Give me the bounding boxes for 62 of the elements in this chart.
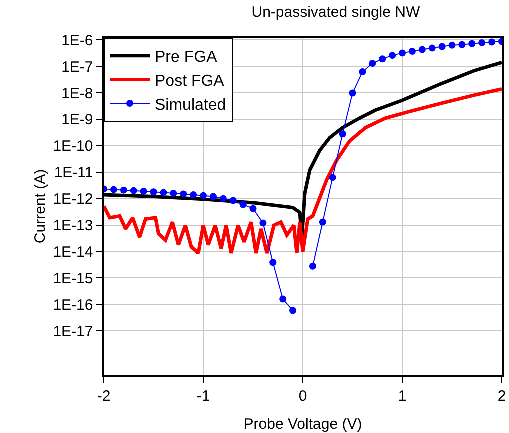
- point: [120, 186, 128, 194]
- x-axis-title: Probe Voltage (V): [244, 416, 362, 433]
- y-tick-label: 1E-12: [53, 191, 94, 208]
- point: [319, 218, 326, 226]
- chart-title: Un-passivated single NW: [252, 4, 421, 21]
- line-series: [104, 87, 502, 256]
- y-tick-label: 1E-14: [53, 244, 94, 262]
- point: [418, 46, 426, 54]
- point: [468, 40, 476, 48]
- point: [438, 43, 446, 50]
- point: [389, 52, 396, 60]
- point: [180, 190, 188, 198]
- point: [369, 60, 376, 68]
- point: [309, 262, 316, 270]
- x-tick-label: 1: [398, 388, 407, 405]
- y-tick-label: 1E-11: [54, 164, 94, 182]
- point: [488, 38, 496, 46]
- legend-label: Pre FGA: [155, 49, 218, 66]
- x-tick-label: 2: [498, 388, 506, 405]
- y-tick-label: 1E-16: [53, 296, 94, 314]
- point: [339, 130, 346, 138]
- y-tick-label: 1E-17: [53, 323, 94, 340]
- x-tick-label: 0: [298, 388, 308, 405]
- point: [359, 68, 366, 76]
- point: [270, 259, 277, 266]
- point: [458, 41, 466, 48]
- point: [110, 186, 118, 194]
- point: [399, 50, 406, 57]
- point: [240, 201, 247, 208]
- y-tick-label: 1E-6: [62, 32, 94, 50]
- y-tick-label: 1E-7: [62, 58, 94, 76]
- point: [140, 188, 148, 195]
- x-tick-label: -1: [196, 388, 210, 405]
- point: [170, 190, 178, 197]
- point: [478, 39, 486, 46]
- legend-label: Simulated: [155, 96, 226, 114]
- point: [130, 187, 138, 194]
- y-axis-title: Current (A): [32, 169, 49, 244]
- point: [329, 174, 336, 182]
- point: [250, 205, 257, 212]
- x-tick-label: -2: [97, 388, 111, 405]
- point: [349, 90, 356, 97]
- point: [408, 48, 416, 56]
- point: [200, 192, 207, 200]
- y-tick-label: 1E-15: [53, 270, 94, 288]
- point: [448, 42, 456, 49]
- point: [150, 188, 158, 196]
- point: [260, 220, 267, 227]
- legend-label: Post FGA: [155, 72, 225, 90]
- point: [428, 44, 436, 52]
- point: [280, 296, 287, 303]
- point: [210, 193, 217, 200]
- y-tick-label: 1E-13: [53, 218, 94, 235]
- point: [230, 197, 237, 204]
- point: [220, 195, 227, 202]
- point: [160, 189, 168, 196]
- point: [290, 307, 297, 314]
- point: [190, 191, 198, 198]
- y-tick-label: 1E-10: [53, 138, 94, 156]
- point: [379, 56, 386, 63]
- y-tick-label: 1E-8: [62, 85, 94, 102]
- y-tick-label: 1E-9: [62, 112, 94, 129]
